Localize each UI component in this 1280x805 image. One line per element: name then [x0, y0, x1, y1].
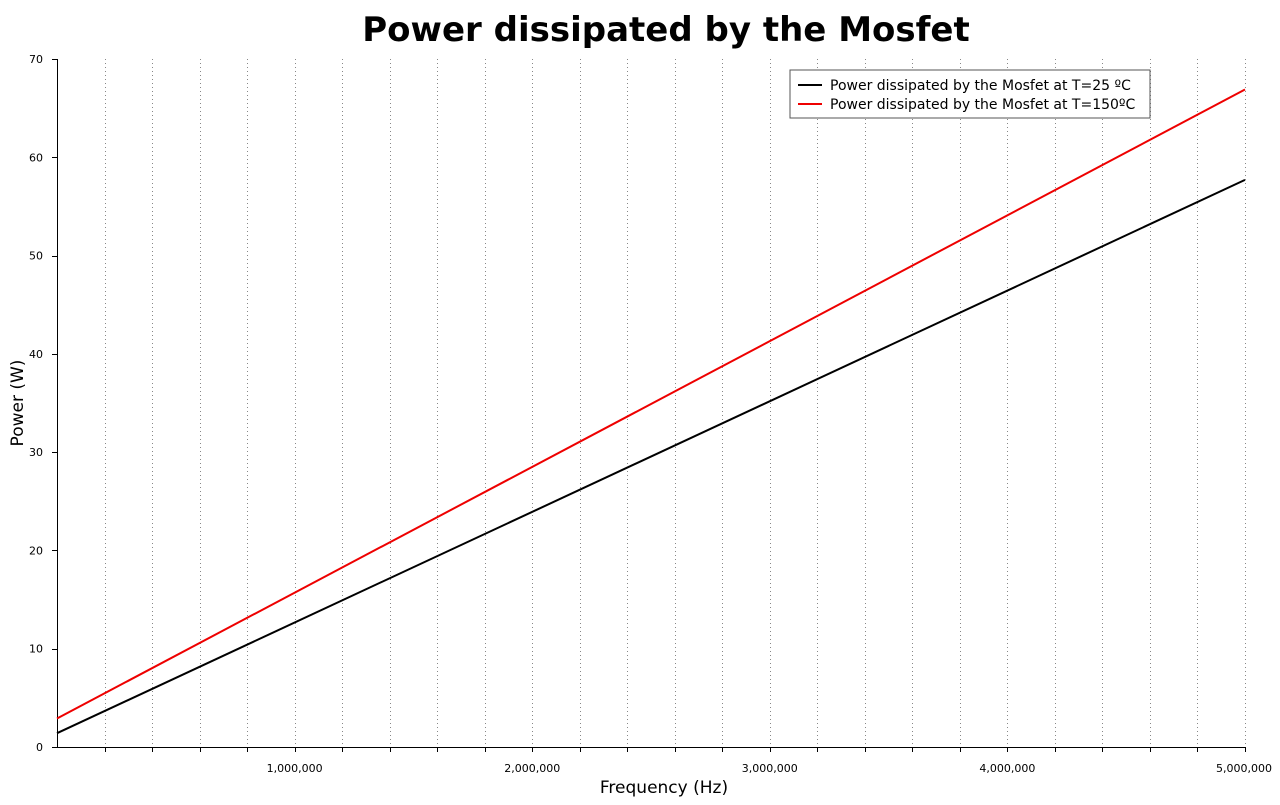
- axes-layer: [57, 59, 1245, 748]
- ticks-layer: 1,000,000 2,000,000 3,000,000 4,000,000 5,00…: [29, 53, 1272, 775]
- y-tick-label: 30: [29, 446, 43, 459]
- x-axis-label: Frequency (Hz): [600, 778, 728, 798]
- y-tick-label: 40: [29, 348, 43, 361]
- y-tick-label: 70: [29, 53, 43, 66]
- series-line: [56, 88, 1246, 720]
- legend-items: Power dissipated by the Mosfet at T=25 º…: [798, 78, 1136, 113]
- x-tick-label: 4,000,000: [979, 762, 1035, 775]
- legend-label: Power dissipated by the Mosfet at T=25 º…: [830, 78, 1131, 94]
- legend: Power dissipated by the Mosfet at T=25 º…: [789, 69, 1151, 119]
- legend-box: [789, 69, 1151, 119]
- y-axis-label: Power (W): [8, 360, 28, 447]
- y-tick-label: 60: [29, 151, 43, 164]
- legend-label: Power dissipated by the Mosfet at T=150º…: [830, 97, 1136, 113]
- chart-title: Power dissipated by the Mosfet: [362, 10, 969, 50]
- series-line: [56, 178, 1246, 735]
- x-tick-label: 5,000,000: [1216, 762, 1272, 775]
- series-layer: [56, 88, 1246, 735]
- y-tick-label: 10: [29, 643, 43, 656]
- x-tick-label: 3,000,000: [742, 762, 798, 775]
- y-tick-label: 20: [29, 544, 43, 557]
- x-tick-label: 2,000,000: [504, 762, 560, 775]
- x-tick-label: 1,000,000: [267, 762, 323, 775]
- grid-layer: [105, 59, 1246, 747]
- y-tick-label: 0: [36, 741, 43, 754]
- y-tick-label: 50: [29, 250, 43, 263]
